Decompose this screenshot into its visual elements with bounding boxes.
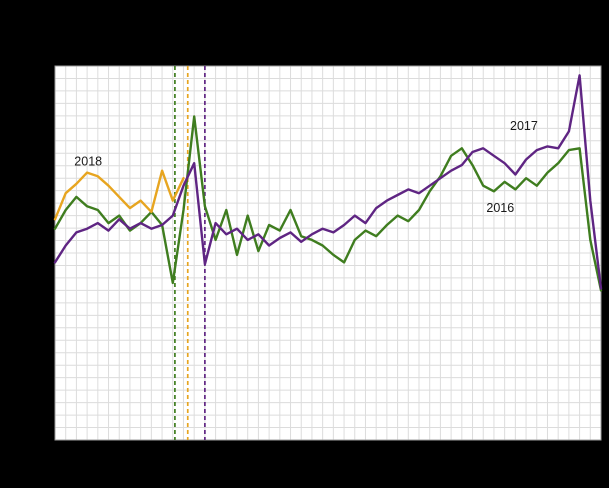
series-line-2016 xyxy=(53,115,603,292)
series-line-2017 xyxy=(53,74,603,290)
label-2016: 2016 xyxy=(486,201,514,215)
label-2017: 2017 xyxy=(510,119,538,133)
grid-lines xyxy=(54,66,602,440)
plot-frame xyxy=(54,65,602,441)
series-labels: 2018 2017 2016 xyxy=(74,119,538,215)
label-2018: 2018 xyxy=(74,154,102,168)
series-lines xyxy=(53,74,603,292)
dashed-week-markers xyxy=(174,66,206,440)
series-line-2018 xyxy=(53,169,185,221)
